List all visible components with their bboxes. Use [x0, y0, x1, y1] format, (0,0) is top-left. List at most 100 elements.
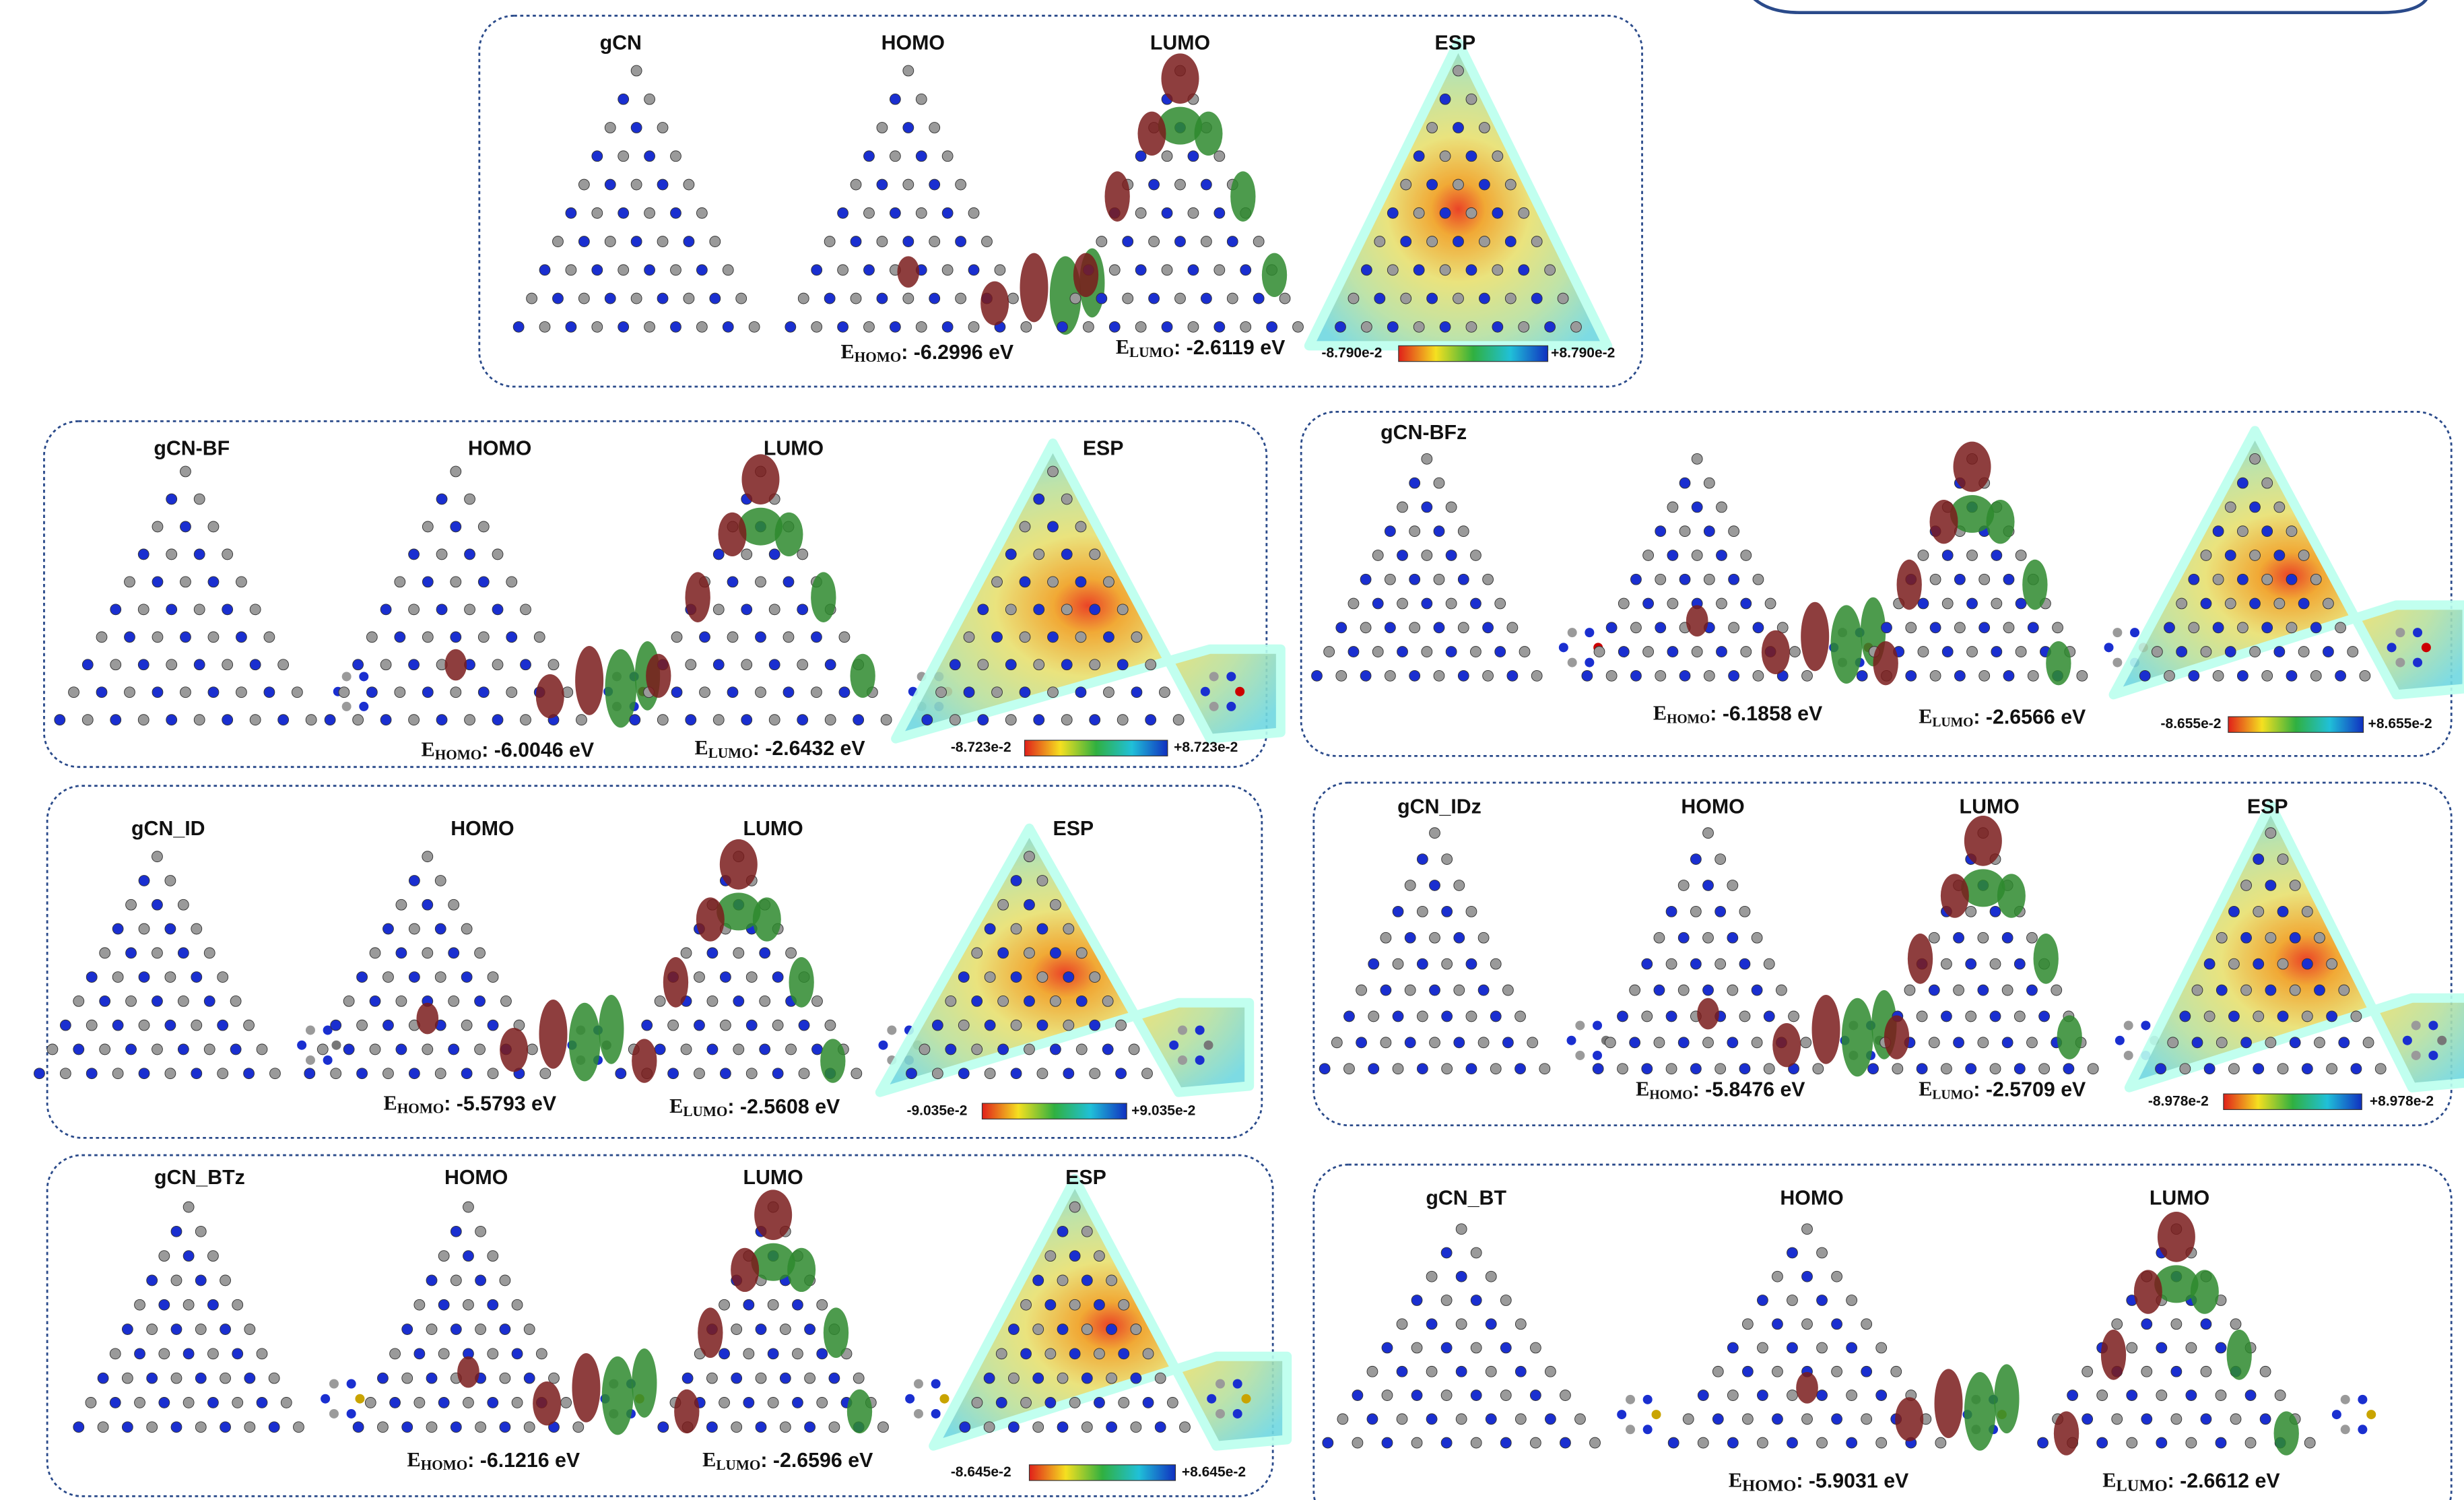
atom	[422, 521, 433, 532]
atom	[512, 1397, 523, 1408]
orbital-lobe	[632, 1039, 657, 1082]
atom	[1742, 1319, 1753, 1330]
atom	[1048, 521, 1059, 532]
atom	[1005, 659, 1016, 670]
atom	[1335, 321, 1346, 332]
atom	[1090, 715, 1100, 725]
atom	[521, 715, 531, 725]
atom	[1703, 880, 1714, 891]
atom	[825, 1020, 836, 1031]
atom	[1372, 598, 1383, 609]
atom	[881, 715, 892, 725]
orbital-lobe	[741, 454, 779, 504]
panel-title: gCN_IDz	[1397, 795, 1481, 818]
atom	[618, 94, 629, 104]
orbital-lobe	[718, 513, 746, 556]
atom	[2341, 1425, 2350, 1434]
atom	[1606, 670, 1617, 681]
atom	[864, 207, 875, 218]
atom	[194, 659, 205, 670]
atom	[1802, 1271, 1813, 1282]
atom	[561, 1397, 572, 1408]
atom	[1530, 1437, 1541, 1448]
atom	[727, 632, 738, 643]
atom	[929, 293, 940, 304]
atom	[2213, 526, 2224, 537]
atom	[878, 1422, 889, 1433]
atom	[461, 972, 472, 983]
atom	[2265, 932, 2276, 943]
esp-surface	[880, 828, 1249, 1093]
atom	[890, 321, 900, 332]
atom	[2016, 647, 2026, 657]
atom	[178, 996, 189, 1006]
atom	[1336, 622, 1347, 633]
atom	[1441, 1342, 1452, 1353]
atom	[377, 1373, 388, 1383]
atom	[96, 632, 107, 643]
atom	[1515, 1319, 1526, 1330]
energy-symbol: E	[1116, 335, 1129, 358]
atom	[451, 687, 461, 698]
atom	[811, 321, 822, 332]
atom	[1495, 647, 1506, 657]
atom	[1050, 996, 1061, 1006]
atom	[2038, 1437, 2049, 1448]
atom	[2180, 1011, 2191, 1022]
atom	[2237, 478, 2248, 488]
atom	[1466, 321, 1477, 332]
atom	[475, 1324, 486, 1335]
atom	[1393, 906, 1403, 917]
atom	[1704, 670, 1714, 681]
atom	[978, 604, 989, 615]
atom	[125, 687, 135, 698]
atom	[630, 715, 640, 725]
atom	[1090, 659, 1100, 670]
atom	[110, 604, 121, 615]
energy-label: EHOMO: -6.2996 eV	[840, 340, 1013, 365]
atom	[1188, 207, 1199, 218]
atom	[1667, 502, 1678, 513]
atom	[1979, 670, 1990, 681]
column-label: HOMO	[881, 32, 945, 54]
atom	[159, 1397, 170, 1408]
atom	[1380, 985, 1391, 996]
atom	[1253, 236, 1264, 247]
atom	[2039, 1064, 2050, 1074]
atom	[1361, 321, 1372, 332]
atom	[746, 1068, 757, 1079]
atom	[756, 577, 766, 587]
atom	[1175, 179, 1186, 190]
atom	[1175, 236, 1186, 247]
atom	[1336, 670, 1347, 681]
atom	[1500, 1342, 1511, 1353]
atom	[1109, 265, 1120, 275]
atom	[2063, 1064, 2074, 1074]
atom	[1643, 550, 1654, 561]
atom	[1666, 1064, 1677, 1074]
atom	[1906, 622, 1917, 633]
atom	[605, 236, 615, 247]
atom	[409, 549, 420, 560]
atom	[1515, 1414, 1526, 1425]
atom	[1666, 1011, 1677, 1022]
atom	[1727, 1037, 1738, 1048]
atom	[1045, 1397, 1056, 1408]
atom	[706, 1373, 717, 1383]
atom	[2213, 574, 2224, 585]
atom	[436, 604, 447, 615]
atom	[147, 1275, 158, 1286]
atom	[1075, 687, 1086, 698]
atom	[1405, 932, 1416, 943]
atom	[2265, 985, 2276, 996]
atom	[696, 207, 707, 218]
energy-value: : -2.6596 eV	[760, 1449, 873, 1472]
atom	[436, 549, 447, 560]
atom	[230, 996, 241, 1006]
atom	[1630, 985, 1640, 996]
atom	[506, 577, 517, 587]
atom	[465, 604, 475, 615]
atom	[1990, 1064, 2001, 1074]
atom	[1361, 265, 1372, 275]
atom	[760, 948, 770, 958]
